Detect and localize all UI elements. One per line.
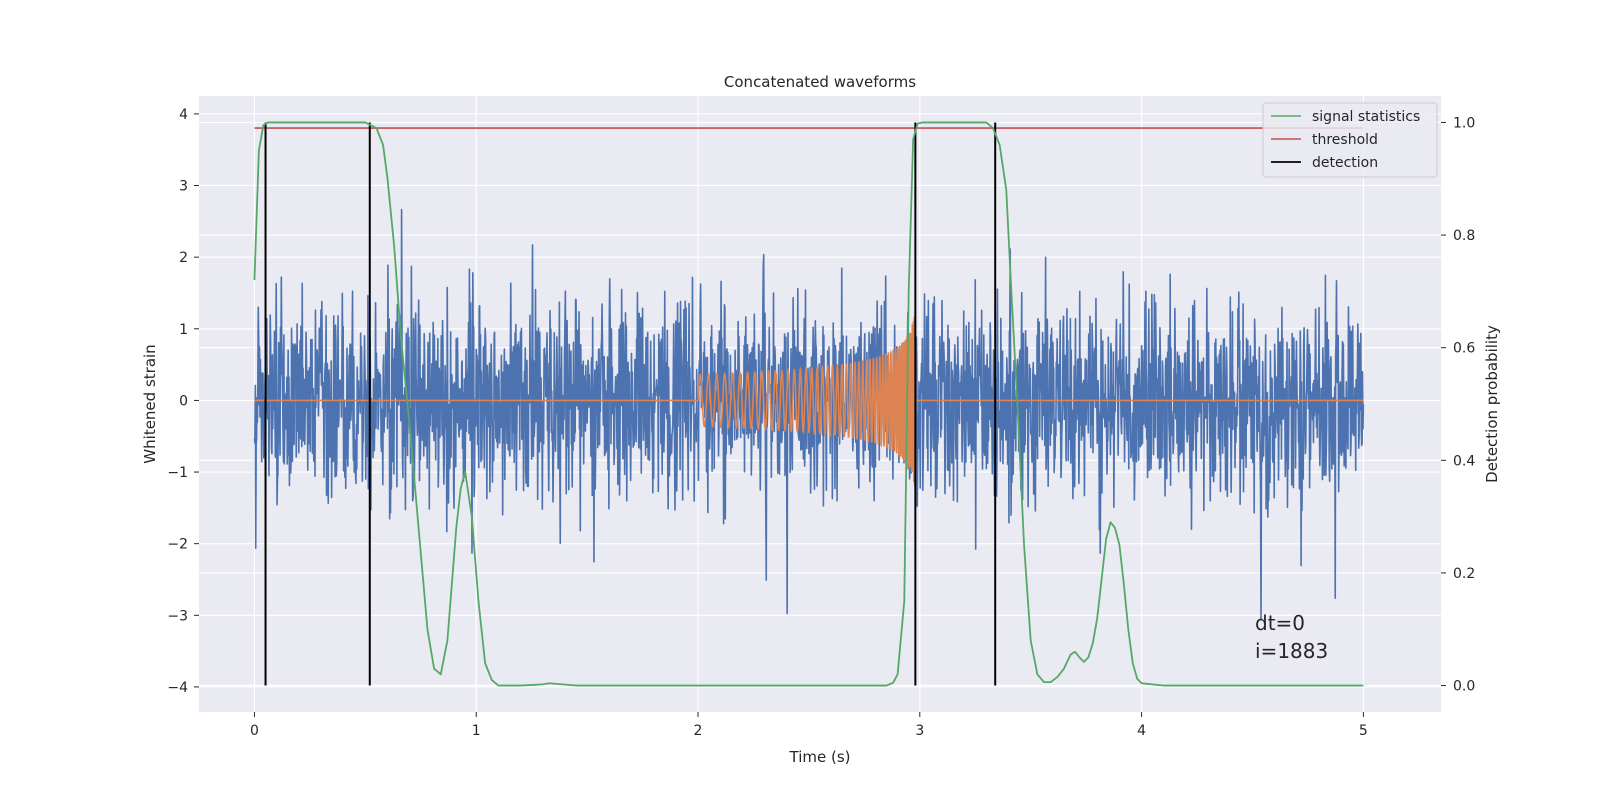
x-tick-label: 5 [1359, 723, 1368, 739]
legend-box [1262, 102, 1438, 178]
y2-tick-label: 0.0 [1453, 679, 1475, 695]
x-tick-label: 0 [250, 723, 259, 739]
y-tick-label: 3 [179, 179, 188, 195]
x-tick-label: 2 [694, 723, 703, 739]
x-tick-label: 1 [472, 723, 481, 739]
chart-title: Concatenated waveforms [724, 73, 916, 91]
annotation-line: dt=0 [1255, 611, 1305, 635]
y-tick-label: −4 [167, 680, 188, 696]
y-tick-label: −1 [167, 465, 188, 481]
ticks: 0 1 2 3 4 5 −4 −3 −2 −1 0 1 2 3 4 0.0 0.2 0.4 0.6 0.8 1.0 [167, 107, 1475, 739]
y2-tick-label: 0.8 [1453, 228, 1475, 244]
y-tick-label: 0 [179, 393, 188, 409]
waveform-series [254, 316, 1364, 487]
legend-label-threshold: threshold [1312, 132, 1378, 148]
annotation-line: i=1883 [1255, 639, 1328, 663]
x-axis-label: Time (s) [789, 748, 851, 766]
y-tick-label: 1 [179, 322, 188, 338]
strain-line [253, 208, 1365, 620]
strain-series [253, 208, 1365, 620]
y2-tick-label: 0.2 [1453, 566, 1475, 582]
y2-tick-label: 0.4 [1453, 453, 1475, 469]
signal-statistics-line [253, 121, 1364, 687]
y-axis-label: Whitened strain [141, 344, 159, 463]
x-tick-label: 4 [1137, 723, 1146, 739]
legend: signal statistics threshold detection [1262, 102, 1438, 178]
legend-label-signal-statistics: signal statistics [1312, 109, 1420, 125]
y-tick-label: −3 [167, 608, 188, 624]
y2-tick-label: 0.6 [1453, 341, 1475, 357]
y-tick-label: 4 [179, 107, 188, 123]
legend-label-detection: detection [1312, 155, 1378, 171]
annotation: dt=0 i=1883 [1255, 611, 1328, 663]
probability-layer [253, 121, 1364, 687]
y-tick-label: 2 [179, 250, 188, 266]
y2-tick-label: 1.0 [1453, 115, 1475, 131]
x-tick-label: 3 [915, 723, 924, 739]
y-tick-label: −2 [167, 537, 188, 553]
y2-axis-label: Detection probability [1483, 325, 1501, 483]
waveform-chirp [697, 316, 917, 487]
